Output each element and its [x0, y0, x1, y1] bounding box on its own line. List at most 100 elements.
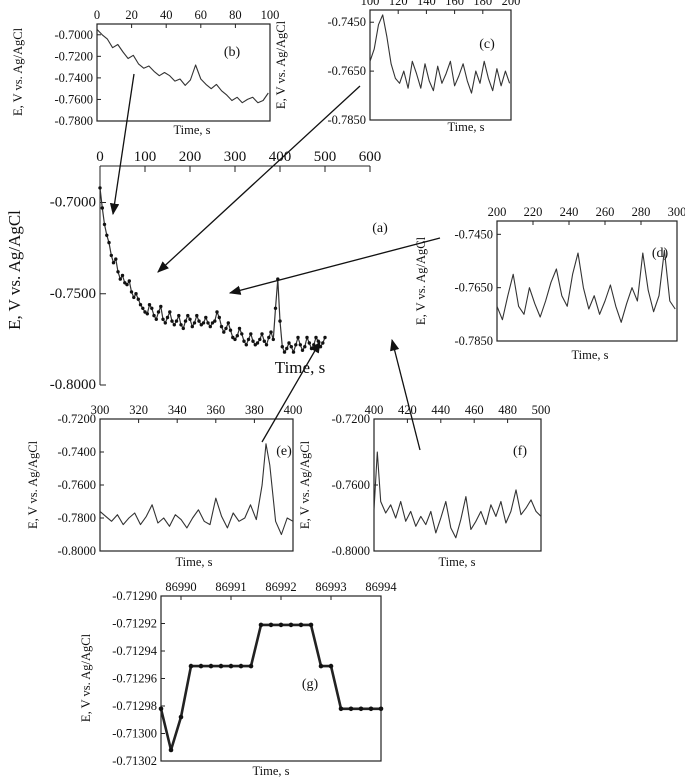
- data-point: [181, 326, 185, 331]
- data-point: [174, 319, 179, 323]
- x-tick-label: 140: [417, 0, 436, 8]
- data-point: [312, 343, 316, 347]
- y-tick-label: -0.71298: [112, 699, 157, 713]
- x-tick-label: 180: [473, 0, 492, 8]
- data-point: [233, 337, 237, 342]
- series-line: [373, 451, 542, 539]
- y-tick-label: -0.7200: [57, 412, 96, 426]
- y-tick-label: -0.7200: [331, 412, 370, 426]
- data-point: [321, 341, 325, 345]
- data-point: [213, 319, 217, 323]
- x-axis-label: Time, s: [175, 555, 212, 569]
- y-tick-label: -0.7400: [54, 71, 93, 85]
- data-point: [218, 663, 224, 669]
- y-tick-label: -0.7200: [54, 49, 93, 63]
- data-point: [143, 310, 147, 314]
- data-point: [168, 747, 174, 753]
- data-point: [217, 315, 221, 320]
- y-tick-label: -0.71302: [112, 754, 157, 768]
- data-point: [237, 326, 242, 331]
- y-axis-label: E, V vs. Ag/AgCl: [79, 633, 93, 722]
- data-point: [249, 332, 253, 336]
- series-line: [99, 187, 326, 353]
- data-point: [163, 321, 167, 325]
- data-point: [98, 186, 102, 190]
- data-point: [248, 663, 254, 669]
- data-point: [141, 306, 145, 310]
- data-point: [127, 279, 131, 283]
- data-point: [156, 310, 161, 314]
- series-line: [159, 623, 381, 752]
- data-point: [154, 317, 158, 321]
- data-point: [102, 222, 107, 227]
- data-point: [348, 706, 354, 712]
- x-tick-label: 0: [94, 8, 100, 22]
- x-tick-label: 86990: [165, 580, 196, 594]
- series-line: [369, 14, 511, 94]
- data-point: [228, 328, 233, 332]
- data-point: [125, 282, 129, 287]
- data-point: [145, 312, 149, 316]
- data-point: [195, 313, 199, 318]
- y-tick-label: -0.7450: [327, 15, 366, 29]
- data-point: [168, 310, 172, 314]
- data-point: [215, 310, 219, 314]
- plot-frame: [369, 9, 512, 121]
- arrow-d-to-a: [228, 237, 441, 295]
- data-point: [358, 706, 364, 712]
- data-point: [338, 706, 344, 712]
- data-point: [161, 317, 165, 321]
- y-tick-label: -0.7800: [57, 511, 96, 525]
- x-tick-label: 400: [269, 149, 292, 165]
- x-tick-label: 400: [365, 403, 384, 417]
- y-tick-label: -0.71296: [112, 672, 157, 686]
- data-point: [303, 345, 307, 349]
- data-point: [198, 663, 204, 669]
- data-point: [235, 334, 239, 338]
- data-point: [136, 297, 140, 301]
- y-tick-label: -0.7400: [57, 445, 96, 459]
- data-point: [238, 663, 244, 669]
- y-tick-label: -0.7650: [454, 281, 493, 295]
- y-tick-label: -0.8000: [57, 544, 96, 558]
- data-point: [105, 233, 109, 237]
- data-point: [264, 343, 269, 347]
- data-point: [300, 348, 305, 352]
- data-point: [246, 337, 251, 342]
- x-tick-label: 100: [134, 149, 157, 165]
- data-point: [138, 303, 143, 307]
- x-tick-label: 460: [465, 403, 484, 417]
- data-point: [120, 273, 125, 278]
- x-tick-label: 400: [284, 403, 303, 417]
- x-tick-label: 440: [431, 403, 450, 417]
- x-tick-label: 200: [502, 0, 521, 8]
- data-point: [152, 313, 156, 318]
- data-point: [219, 324, 224, 329]
- arrow-f-to-a: [390, 338, 421, 451]
- panel-label: (g): [302, 677, 319, 692]
- x-tick-label: 20: [125, 8, 138, 22]
- arrow-b-to-a: [109, 73, 135, 216]
- y-tick-label: -0.71292: [112, 617, 157, 631]
- x-axis-label: Time, s: [173, 123, 210, 137]
- x-tick-label: 220: [524, 205, 543, 219]
- y-tick-label: -0.7500: [50, 286, 96, 302]
- data-point: [285, 346, 289, 351]
- data-point: [206, 321, 210, 325]
- y-tick-label: -0.7600: [331, 478, 370, 492]
- data-point: [226, 321, 230, 325]
- y-tick-label: -0.7600: [57, 478, 96, 492]
- data-point: [100, 206, 105, 210]
- x-axis-label: Time, s: [275, 358, 325, 377]
- y-tick-label: -0.7650: [327, 64, 366, 78]
- y-tick-label: -0.71294: [112, 644, 158, 658]
- panel-g: 86990 86991 86992 86993 86994 -0.71290 -0.7129…: [79, 580, 397, 778]
- data-point: [158, 706, 164, 712]
- x-tick-label: 100: [361, 0, 380, 8]
- data-point: [159, 304, 163, 309]
- x-tick-label: 340: [168, 403, 187, 417]
- data-point: [172, 323, 176, 327]
- x-tick-label: 86993: [315, 580, 346, 594]
- data-point: [197, 319, 201, 323]
